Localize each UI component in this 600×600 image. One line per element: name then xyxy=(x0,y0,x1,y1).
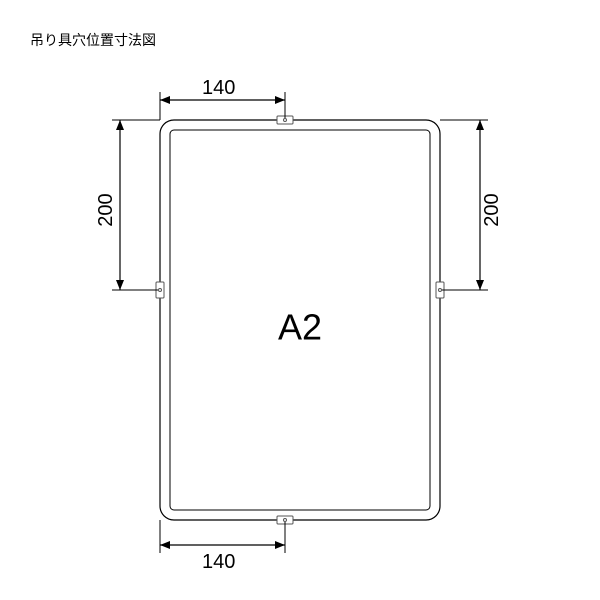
dim-top-label: 140 xyxy=(202,77,235,99)
dim-right: 200 xyxy=(440,120,503,290)
size-label: A2 xyxy=(278,307,322,348)
dim-right-label: 200 xyxy=(481,193,503,226)
diagram-svg: A2 140 140 200 200 xyxy=(0,0,600,600)
dim-top: 140 xyxy=(160,77,285,120)
dim-left: 200 xyxy=(95,120,160,290)
dim-bottom: 140 xyxy=(160,520,285,573)
dim-bottom-label: 140 xyxy=(202,551,235,573)
dim-left-label: 200 xyxy=(95,193,117,226)
